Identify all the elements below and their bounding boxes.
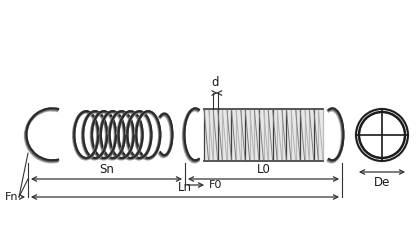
- Text: Fn: Fn: [5, 192, 18, 202]
- Text: De: De: [374, 176, 390, 189]
- Text: Sn: Sn: [99, 163, 114, 176]
- Text: L0: L0: [257, 163, 270, 176]
- Text: F0: F0: [209, 180, 222, 190]
- Text: Ln: Ln: [178, 181, 192, 194]
- Text: d: d: [212, 76, 219, 89]
- FancyBboxPatch shape: [204, 109, 323, 161]
